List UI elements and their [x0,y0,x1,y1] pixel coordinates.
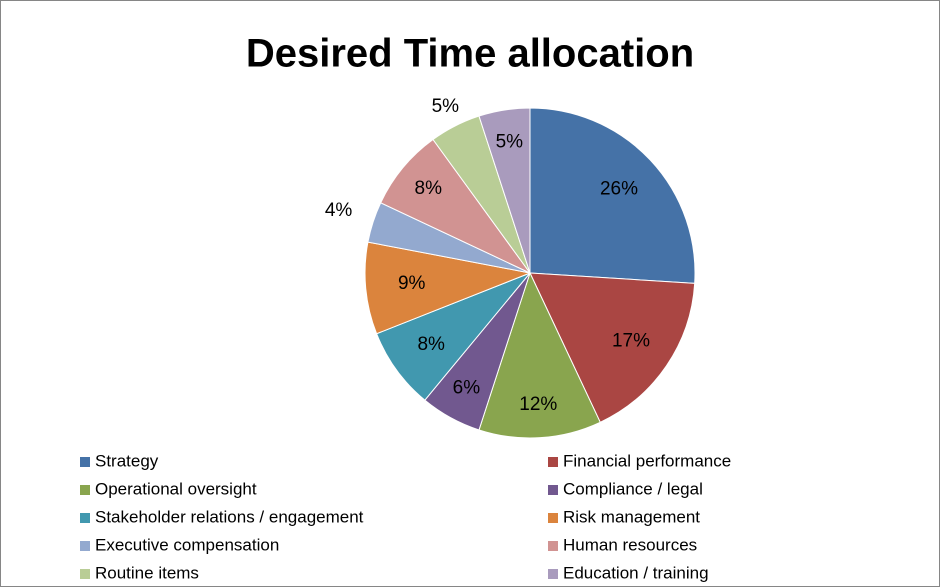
pie-slice [364,241,532,335]
legend-label: Human resources [563,535,697,554]
legend-label: Strategy [95,451,159,470]
pie-slice [478,271,601,439]
pie-slice [529,272,696,423]
legend-label: Routine items [95,563,199,582]
data-label: 4% [325,200,353,221]
legend-swatch [548,513,558,523]
legend-swatch [548,485,558,495]
data-label: 12% [519,394,557,415]
legend-label: Executive compensation [95,535,279,554]
legend-swatch [548,541,558,551]
legend-label: Financial performance [563,451,731,470]
legend-swatch [548,569,558,579]
data-label: 26% [600,178,638,199]
pie-slice [529,107,696,284]
data-label: 5% [432,96,460,117]
legend-label: Operational oversight [95,479,257,498]
data-label: 17% [612,331,650,352]
data-label: 9% [398,273,426,294]
data-label: 5% [496,132,524,153]
legend-swatch [80,569,90,579]
legend-swatch [548,457,558,467]
data-label: 6% [453,378,481,399]
legend-label: Stakeholder relations / engagement [95,507,364,526]
chart-title: Desired Time allocation [246,32,694,76]
legend-swatch [80,485,90,495]
legend-swatch [80,541,90,551]
pie-slice [478,107,531,274]
legend-label: Risk management [563,507,700,526]
legend-label: Education / training [563,563,709,582]
data-label: 8% [417,334,445,355]
legend-swatch [80,513,90,523]
data-label: 8% [415,178,443,199]
legend-label: Compliance / legal [563,479,703,498]
legend-swatch [80,457,90,467]
